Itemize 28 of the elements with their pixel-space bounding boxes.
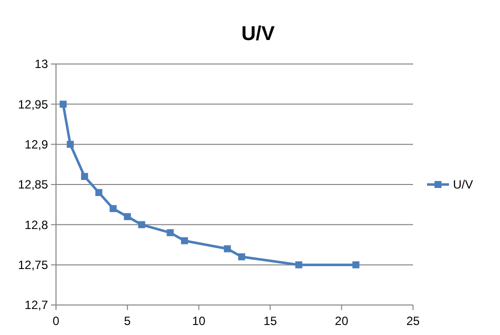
y-tick-label: 12,7 (24, 298, 48, 312)
point (181, 237, 188, 244)
y-tick-label: 12,85 (18, 178, 48, 192)
x-tick-label: 10 (192, 314, 206, 328)
y-tick-label: 12,9 (24, 138, 48, 152)
point (166, 229, 174, 236)
point (124, 213, 131, 220)
point (224, 245, 231, 252)
point (110, 205, 117, 212)
x-tick-label: 25 (406, 314, 420, 328)
y-tick-label: 13 (34, 57, 48, 72)
point (352, 261, 360, 268)
point (66, 140, 74, 148)
x-tick-label: 5 (124, 314, 132, 328)
legend-label: U/V (453, 178, 474, 192)
point (81, 172, 88, 180)
point (295, 261, 302, 268)
y-tick-label: 12,8 (24, 218, 48, 232)
point (60, 100, 67, 108)
y-tick-label: 12,95 (18, 97, 48, 112)
x-tick-label: 15 (264, 314, 278, 328)
point (138, 221, 146, 228)
x-tick-label: 20 (334, 314, 349, 328)
point (238, 253, 246, 260)
x-tick-label: 0 (52, 314, 60, 328)
chart-title: U/V (241, 23, 276, 45)
y-tick-label: 12,75 (18, 258, 48, 272)
point (95, 189, 102, 196)
